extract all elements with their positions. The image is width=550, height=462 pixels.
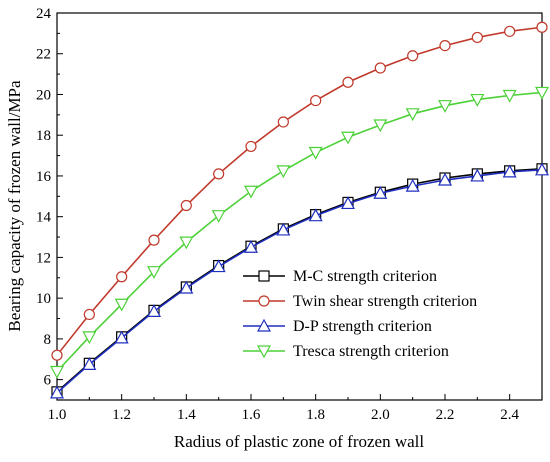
legend-label: Tresca strength criterion: [293, 343, 449, 360]
data-point: [437, 100, 453, 113]
legend-marker: [256, 345, 272, 359]
data-point: [180, 199, 192, 212]
series-line: [56, 169, 543, 394]
y-tick-label: 14: [36, 210, 52, 226]
x-axis-label: Radius of plastic zone of frozen wall: [174, 432, 424, 451]
y-tick-label: 12: [36, 250, 51, 266]
legend-item: M-C strength criterion: [243, 268, 437, 285]
data-point: [502, 164, 517, 178]
y-tick-label: 18: [36, 128, 51, 144]
data-point: [82, 331, 97, 345]
legend-label: D-P strength criterion: [293, 318, 432, 335]
data-point: [504, 25, 516, 37]
legend-marker: [256, 318, 272, 332]
plot-area: [56, 12, 543, 401]
data-point: [83, 308, 95, 321]
data-point: [534, 162, 550, 176]
data-point: [471, 31, 483, 44]
data-point: [116, 271, 128, 283]
data-point: [308, 208, 323, 222]
x-tick-label: 1.0: [48, 407, 67, 423]
data-point: [502, 89, 517, 103]
series-line: [56, 91, 543, 373]
data-point: [439, 39, 451, 52]
legend-label: M-C strength criterion: [293, 268, 437, 285]
data-point: [276, 165, 291, 179]
x-tick-label: 1.4: [177, 407, 196, 423]
data-point: [179, 236, 194, 250]
data-point: [373, 186, 388, 199]
y-axis-label: Bearing capacity of frozen wall/MPa: [5, 80, 24, 332]
x-tick-label: 1.2: [112, 407, 131, 423]
x-tick-label: 2.2: [436, 407, 455, 423]
data-point: [148, 234, 160, 246]
x-tick-label: 2.0: [371, 407, 390, 423]
data-point: [276, 222, 291, 236]
x-tick-label: 2.4: [500, 407, 519, 423]
data-point: [243, 239, 259, 253]
legend-item: D-P strength criterion: [243, 318, 432, 335]
data-point: [211, 259, 226, 273]
data-point: [49, 385, 65, 399]
legend-item: Tresca strength criterion: [243, 343, 449, 360]
data-point: [51, 349, 63, 361]
data-point: [373, 119, 388, 133]
y-tick-label: 8: [44, 332, 52, 348]
data-point: [308, 146, 323, 160]
legend-item: Twin shear strength criterion: [243, 293, 477, 310]
data-point: [310, 94, 322, 107]
data-point: [470, 93, 485, 107]
data-point: [211, 210, 226, 223]
series-line: [56, 26, 543, 356]
data-point: [114, 330, 129, 344]
data-point: [179, 280, 194, 294]
y-axis-ticks: 6 8 10 12 14 16 18 20 22 24: [36, 6, 63, 401]
data-point: [405, 108, 420, 122]
data-point: [437, 172, 453, 186]
y-tick-label: 22: [36, 47, 51, 63]
data-point: [534, 86, 550, 100]
legend-label: Twin shear strength criterion: [293, 293, 477, 310]
data-point: [146, 304, 162, 317]
data-point: [146, 266, 162, 279]
data-point: [114, 298, 129, 312]
legend-marker: [258, 295, 270, 307]
legend: M-C strength criterion Twin shear strengt…: [243, 268, 477, 360]
data-point: [277, 116, 289, 128]
data-point: [245, 140, 257, 153]
data-point: [49, 365, 65, 379]
data-point: [405, 178, 420, 192]
y-tick-label: 20: [36, 87, 51, 103]
data-point: [342, 76, 354, 88]
data-point: [536, 21, 548, 33]
data-point: [82, 357, 97, 370]
y-tick-label: 16: [36, 169, 52, 185]
data-point: [374, 62, 386, 74]
series-3: [49, 86, 550, 379]
data-point: [470, 168, 485, 182]
data-point: [340, 131, 356, 145]
data-point: [213, 168, 225, 180]
series-1: [51, 21, 548, 361]
data-point: [340, 196, 356, 210]
data-point: [407, 50, 419, 62]
x-tick-label: 1.8: [306, 407, 325, 423]
y-tick-label: 10: [36, 291, 51, 307]
x-tick-label: 1.6: [242, 407, 261, 423]
y-tick-label: 24: [36, 6, 52, 22]
data-point: [243, 185, 259, 199]
x-axis-ticks: 1.0 1.2 1.4 1.6 1.8 2.0 2.2 2.4: [48, 394, 520, 423]
series-2: [49, 162, 550, 399]
legend-marker: [258, 270, 270, 282]
series-layer: [49, 21, 550, 399]
y-tick-label: 6: [44, 373, 52, 389]
